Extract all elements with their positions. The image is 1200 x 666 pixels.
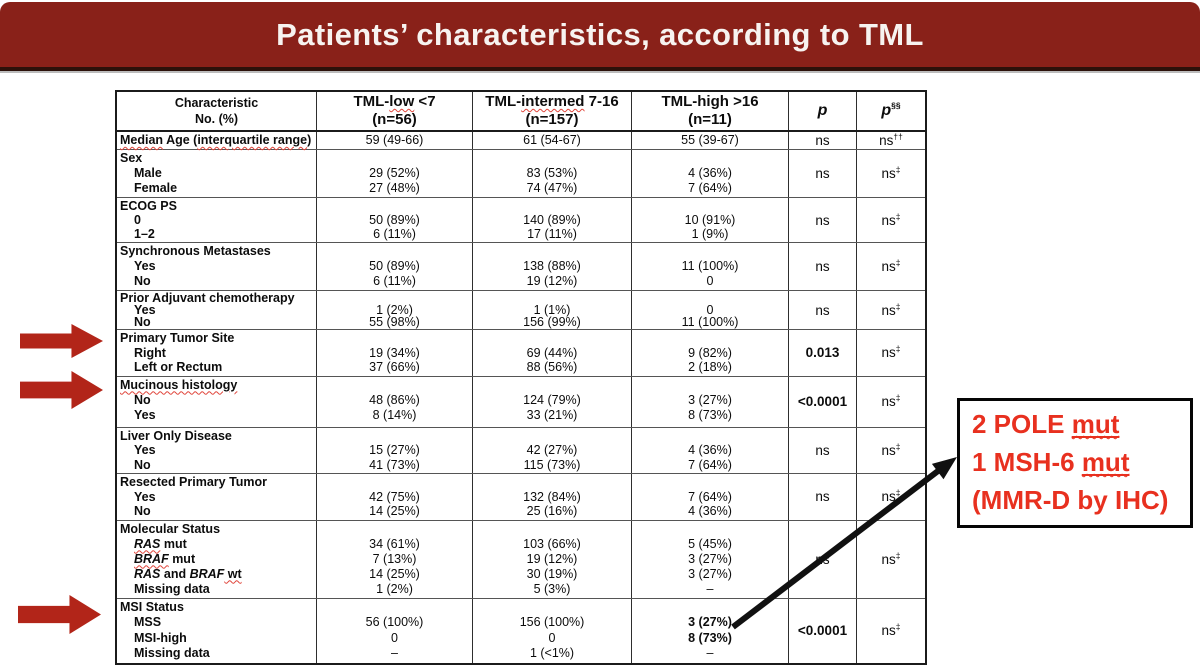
tml-intermed-cell: 1 (1%) 156 (99%) [472,291,631,329]
tml-high-cell: 0 11 (100%) [631,291,788,329]
p2-value-cell: ns‡ [856,520,925,598]
p2-value-cell: ns‡ [856,291,925,329]
tml-intermed-header-cell: TML-intermed 7-16 (n=157) [472,92,631,130]
tml-intermed-cell: 69 (44%) 88 (56%) [472,330,631,376]
tml-low-cell: 50 (89%) 6 (11%) [316,198,472,242]
p-value-cell: <0.0001 [788,376,856,427]
p2-value-cell: ns‡ [856,198,925,242]
tml-intermed-cell: 61 (54-67) [472,132,631,149]
tml-low-cell: 1 (2%) 55 (98%) [316,291,472,329]
title-banner: Patients’ characteristics, according to … [0,2,1200,67]
characteristic-cell: Sex Male Female [120,151,178,195]
tml-high-cell: 11 (100%) 0 [631,243,788,290]
tml-high-cell: 4 (36%) 7 (64%) [631,427,788,473]
tml-low-cell: 59 (49-66) [316,132,472,149]
callout-line: 1 MSH-6 mut [972,447,1130,477]
tml-low-header-cell: TML-low <7 (n=56) [316,92,472,130]
p2-value-cell: ns‡ [856,330,925,376]
red-arrow-msi-status [18,595,101,634]
table-header-row: Characteristic No. (%) TML-low <7 (n=56) TML… [117,92,925,132]
tml-high-cell: 5 (45%) 3 (27%) 3 (27%) – [631,520,788,598]
table-section-row: Molecular Status RAS mut BRAF mut RAS and B… [117,519,925,598]
table-section-row: ECOG PS 0 1–2 50 (89%) 6 (11%) 140 (89%) 17 … [117,197,925,242]
characteristic-cell: MSI Status MSS MSI-high Missing data [120,599,210,661]
banner-bottom-strip [0,67,1200,73]
p2-value-cell: ns‡ [856,376,925,427]
tml-low-cell: 19 (34%) 37 (66%) [316,330,472,376]
tml-intermed-cell: 103 (66%) 19 (12%) 30 (19%) 5 (3%) [472,520,631,598]
tml-high-cell: 10 (91%) 1 (9%) [631,198,788,242]
tml-low-cell: 48 (86%) 8 (14%) [316,376,472,427]
tml-low-cell: 34 (61%) 7 (13%) 14 (25%) 1 (2%) [316,520,472,598]
characteristic-cell: Primary Tumor Site Right Left or Rectum [120,331,235,374]
callout-line: 2 POLE mut [972,409,1120,439]
tml-low-cell: 50 (89%) 6 (11%) [316,243,472,290]
p-value-cell: ns [788,427,856,473]
tml-high-cell: 9 (82%) 2 (18%) [631,330,788,376]
characteristic-cell: Molecular Status RAS mut BRAF mut RAS and B… [120,521,242,596]
tml-intermed-cell: 42 (27%) 115 (73%) [472,427,631,473]
tml-low-cell: 29 (52%) 27 (48%) [316,150,472,197]
table-section-row: Sex Male Female 29 (52%) 27 (48%) 83 (53%) 7… [117,149,925,197]
table-section-row: Resected Primary Tumor Yes No 42 (75%) 14 (… [117,473,925,520]
p2-value-cell: ns‡ [856,474,925,520]
tml-high-cell: 7 (64%) 4 (36%) [631,474,788,520]
tml-high-cell: 4 (36%) 7 (64%) [631,150,788,197]
table-section-row: MSI Status MSS MSI-high Missing data 56 (10… [117,597,925,663]
tml-low-cell: 56 (100%) 0– [316,598,472,663]
table-section-row: Synchronous Metastases Yes No 50 (89%) 6 (1… [117,242,925,290]
p-value-cell: ns [788,198,856,242]
p-value-cell: ns [788,132,856,149]
p-value-cell: ns [788,520,856,598]
tml-intermed-cell: 140 (89%) 17 (11%) [472,198,631,242]
p2-value-cell: ns‡ [856,598,925,663]
characteristic-cell: Resected Primary Tumor Yes No [120,475,268,518]
characteristic-cell: Mucinous histology No Yes [120,377,238,422]
table-section-row: Prior Adjuvant chemotherapy Yes No 1 (2%) 5… [117,290,925,329]
tml-intermed-cell: 83 (53%) 74 (47%) [472,150,631,197]
p-value-cell: ns [788,474,856,520]
p-value-cell: 0.013 [788,330,856,376]
table-section-row: Median Age (interquartile range) 59 (49-6… [117,132,925,149]
slide-title: Patients’ characteristics, according to … [276,16,924,52]
characteristic-cell: Synchronous Metastases Yes No [120,244,271,288]
p2-value-cell: ns‡ [856,150,925,197]
tml-high-cell: 3 (27%) 8 (73%) – [631,598,788,663]
tml-intermed-cell: 156 (100%) 0 1 (<1%) [472,598,631,663]
red-arrow-mucinous-histology [20,371,103,409]
p-value-cell: ns [788,150,856,197]
callout-box: 2 POLE mut 1 MSH-6 mut (MMR-D by IHC) [957,398,1193,528]
tml-high-cell: 3 (27%) 8 (73%) [631,376,788,427]
p2-value-cell: ns‡ [856,243,925,290]
tml-intermed-cell: 132 (84%) 25 (16%) [472,474,631,520]
tml-intermed-cell: 138 (88%) 19 (12%) [472,243,631,290]
tml-low-cell: 42 (75%) 14 (25%) [316,474,472,520]
table-section-row: Liver Only Disease Yes No 15 (27%) 41 (73%)… [117,426,925,473]
p-value-cell: <0.0001 [788,598,856,663]
red-arrow-primary-tumor-site [20,324,103,358]
tml-low-cell: 15 (27%) 41 (73%) [316,427,472,473]
p-header-cell: p [788,92,856,130]
characteristic-cell: Prior Adjuvant chemotherapy Yes No [120,291,295,329]
characteristic-cell: ECOG PS 0 1–2 [120,199,177,241]
p2-value-cell: ns‡ [856,427,925,473]
characteristic-header-cell: Characteristic No. (%) [174,96,259,126]
p-value-cell: ns [788,243,856,290]
p-value-cell: ns [788,291,856,329]
tml-high-header-cell: TML-high >16 (n=11) [631,92,788,130]
tml-high-cell: 55 (39-67) [631,132,788,149]
callout-line: (MMR-D by IHC) [972,485,1169,515]
p2-header-cell: p§§ [856,92,925,130]
tml-intermed-cell: 124 (79%) 33 (21%) [472,376,631,427]
characteristic-cell: Liver Only Disease Yes No [120,428,232,472]
characteristic-cell: Median Age (interquartile range) [120,133,312,147]
table-section-row: Mucinous histology No Yes 48 (86%) 8 (14%) … [117,375,925,427]
p2-value-cell: ns†† [856,132,925,149]
characteristics-table: Characteristic No. (%) TML-low <7 (n=56) TML… [115,90,927,665]
table-section-row: Primary Tumor Site Right Left or Rectum 19… [117,329,925,376]
